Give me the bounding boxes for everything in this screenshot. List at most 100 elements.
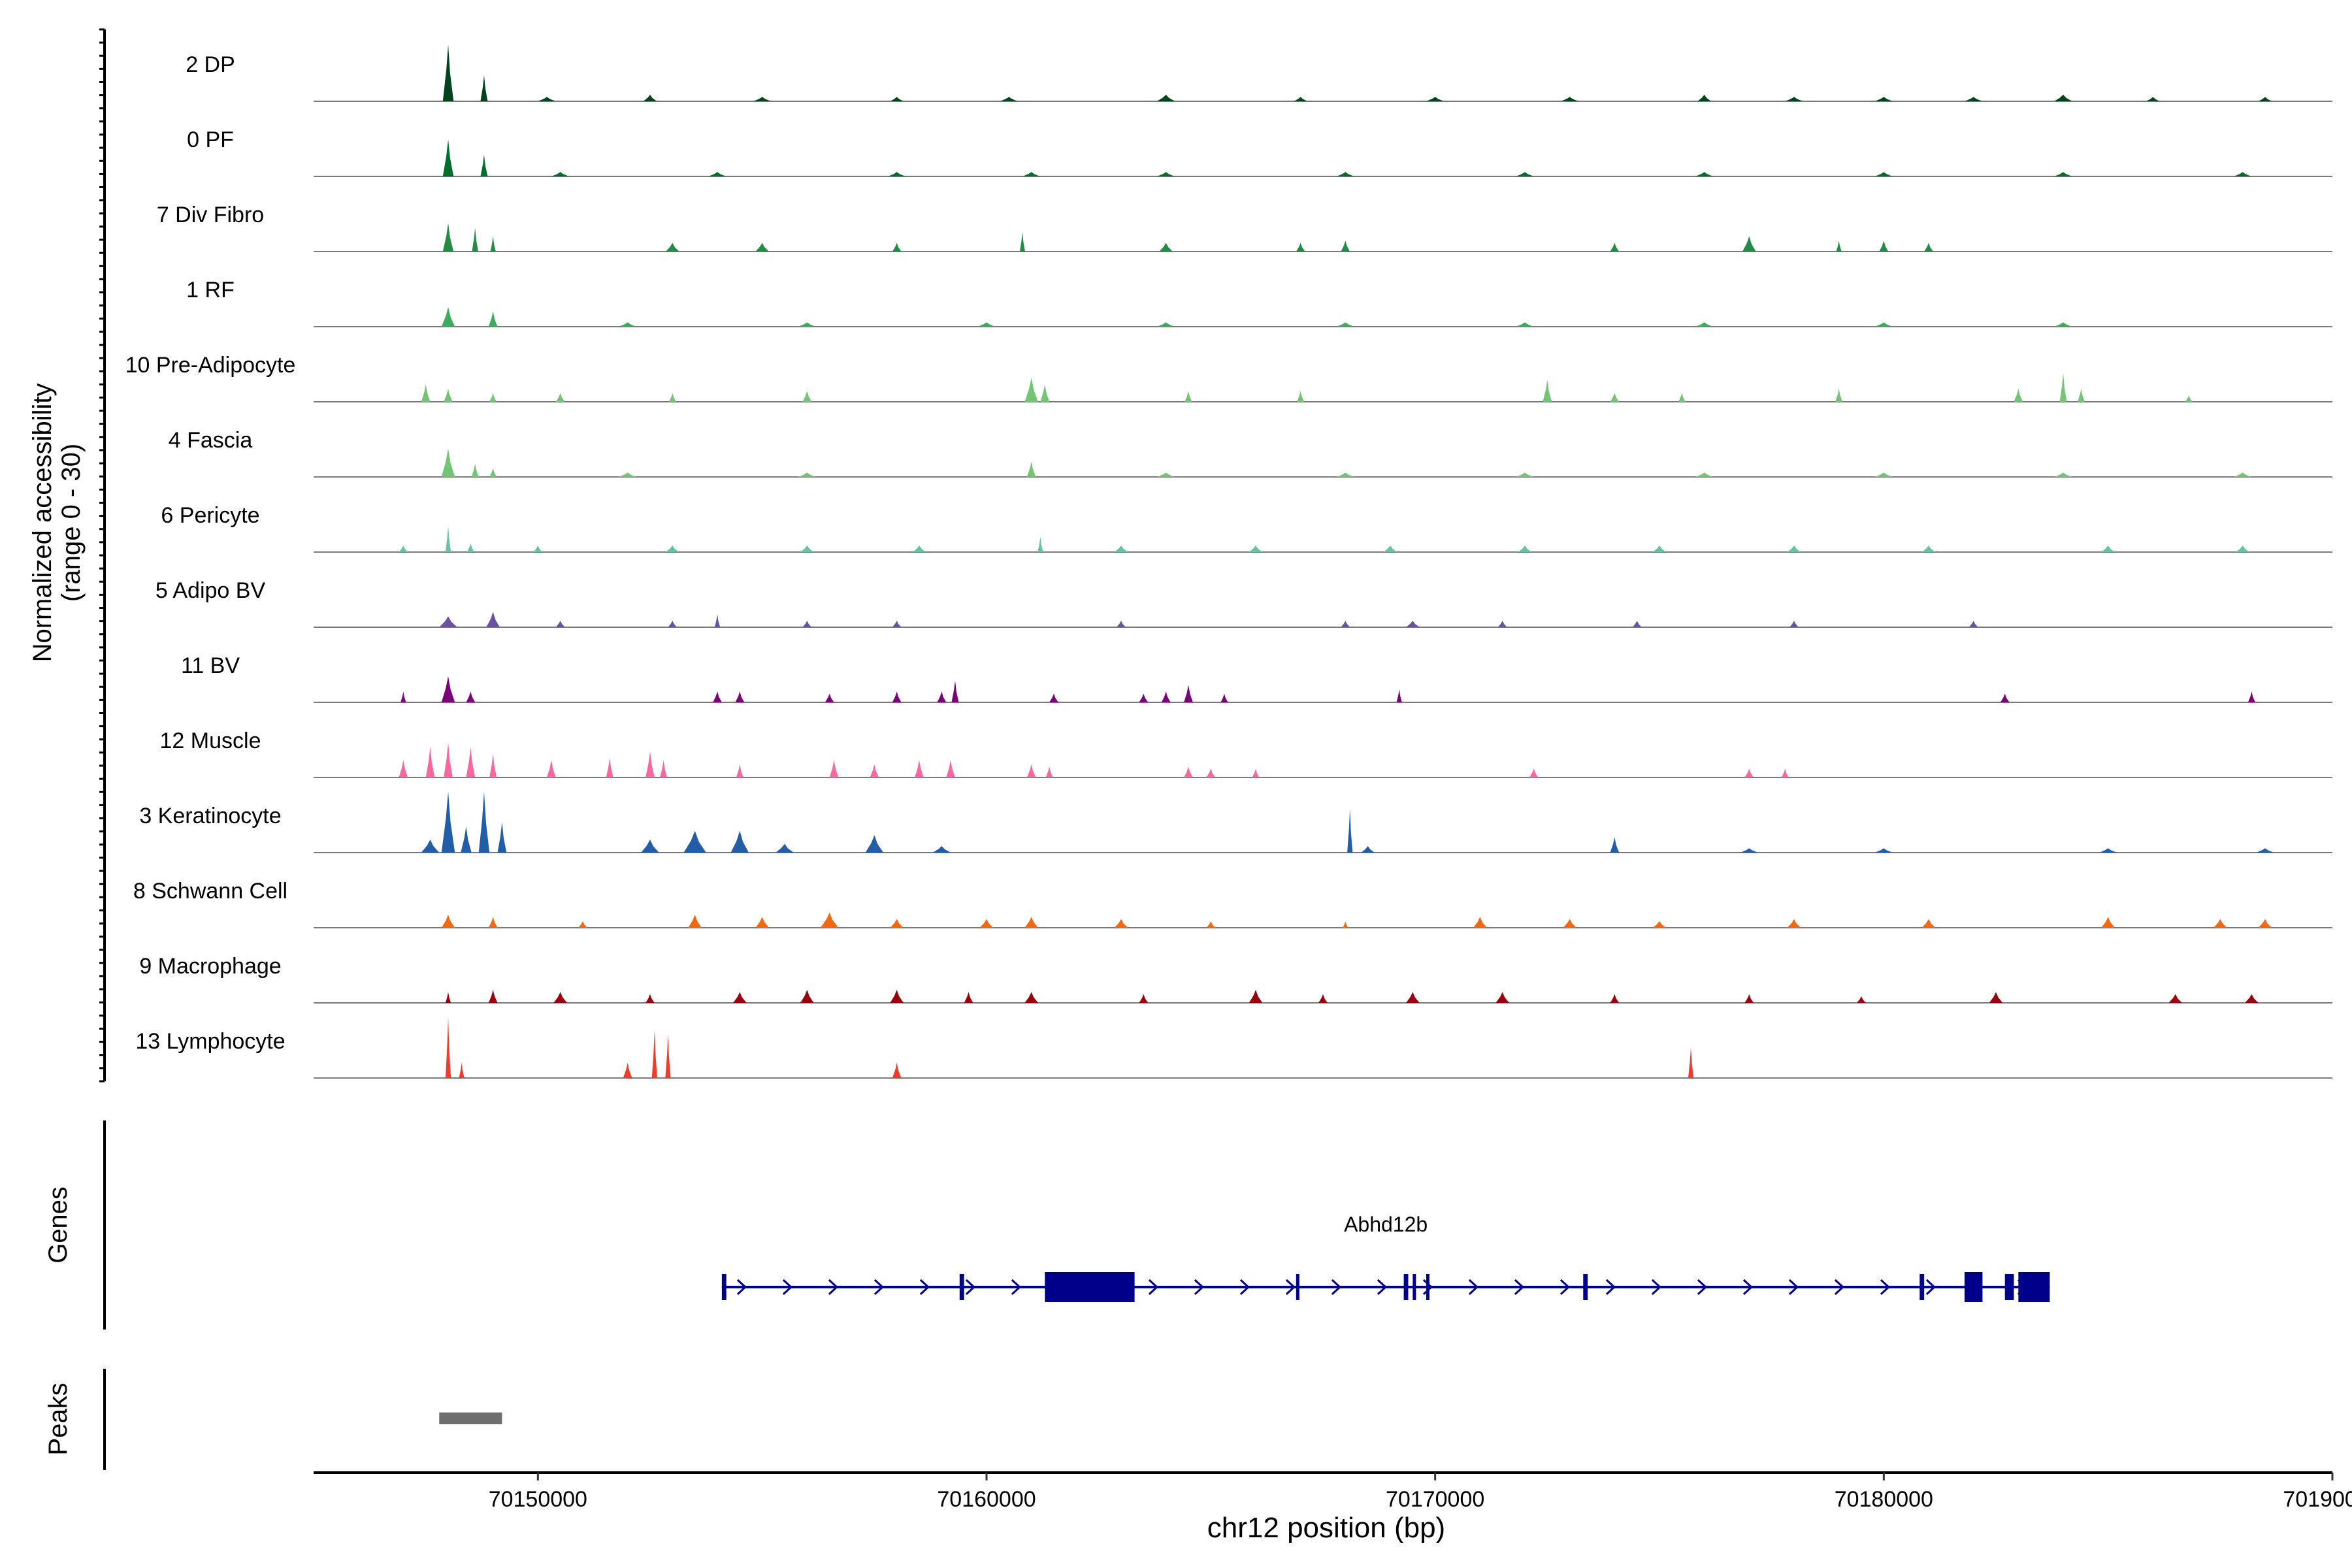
coverage-peak (1964, 97, 1983, 101)
coverage-peak (1318, 994, 1328, 1003)
coverage-peak (1341, 621, 1350, 627)
coverage-peak (1497, 621, 1507, 627)
coverage-peak (459, 1062, 465, 1078)
coverage-peak (1026, 764, 1036, 777)
gene-exon (1403, 1274, 1409, 1300)
gene-model (721, 1272, 2050, 1302)
coverage-peak (399, 760, 408, 777)
coverage-peak (1341, 240, 1350, 252)
coverage-peak (441, 307, 455, 327)
coverage-peak (1785, 97, 1803, 101)
track-label: 9 Macrophage (139, 954, 281, 979)
coverage-peak (1516, 472, 1534, 477)
coverage-peak (937, 691, 947, 702)
coverage-peak (421, 384, 431, 402)
track-12-muscle: 12 Muscle (160, 728, 2332, 778)
coverage-peak (1874, 848, 1893, 853)
coverage-peak (1139, 994, 1149, 1003)
coverage-peak (2146, 97, 2160, 101)
coverage-peak (533, 546, 543, 552)
coverage-peak (2054, 172, 2072, 176)
coverage-peak (399, 546, 408, 552)
coverage-peak (2077, 389, 2085, 402)
track-label: 2 DP (186, 52, 235, 77)
track-7-div-fibro: 7 Div Fibro (157, 203, 2332, 252)
gene-exon (1583, 1274, 1588, 1300)
coverage-peak (425, 747, 435, 777)
coverage-peak (1678, 393, 1686, 402)
coverage-peak (1610, 393, 1620, 402)
coverage-peak (555, 621, 565, 627)
coverage-peak (1697, 95, 1711, 101)
coverage-peak (1045, 766, 1053, 777)
coverage-peak (2258, 919, 2272, 928)
coverage-peak (555, 393, 565, 402)
coverage-peak (1744, 768, 1754, 777)
coverage-peak (892, 242, 902, 252)
coverage-peak (2054, 95, 2072, 101)
coverage-peak (915, 760, 924, 777)
coverage-peak (488, 917, 498, 928)
strand-arrow (1285, 1279, 1296, 1296)
coverage-peak (445, 526, 451, 552)
coverage-peak (1688, 1047, 1694, 1078)
coverage-peak (489, 753, 497, 777)
coverage-tracks: 2 DP 0 PF 7 Div Fibro 1 RF 10 Pre-Adipocyte 4… (125, 44, 2332, 1079)
track-0-pf: 0 PF (187, 127, 2332, 177)
coverage-peak (444, 742, 453, 777)
strand-arrow (1422, 1279, 1433, 1296)
gene-exon (1045, 1272, 1135, 1302)
coverage-peak (1781, 768, 1789, 777)
coverage-peak (486, 612, 500, 627)
coverage-peak (645, 751, 655, 777)
coverage-peak (800, 990, 814, 1003)
coverage-peak (1037, 536, 1043, 552)
coverage-peak (488, 311, 498, 327)
coverage-peak (2185, 395, 2193, 402)
coverage-peak (1473, 917, 1487, 928)
coverage-peak (641, 840, 659, 853)
strand-arrow (1742, 1279, 1754, 1296)
y-axis: Normalized accessibility (range 0 - 30) (28, 28, 106, 1083)
coverage-peak (1297, 391, 1305, 402)
track-label: 13 Lymphocyte (135, 1029, 285, 1054)
coverage-peak (441, 448, 455, 477)
coverage-peak (688, 915, 702, 928)
coverage-peak (1426, 97, 1445, 101)
coverage-peak (442, 223, 454, 252)
coverage-peak (1836, 240, 1842, 252)
coverage-peak (1563, 919, 1576, 928)
strand-arrow (828, 1279, 839, 1296)
coverage-peak (1495, 992, 1509, 1003)
coverage-peak (480, 154, 488, 176)
genes-panel: Genes Abhd12b (44, 1120, 2050, 1330)
coverage-peak (2054, 322, 2072, 327)
coverage-peak (1040, 384, 1050, 402)
coverage-peak (1921, 546, 1936, 552)
coverage-peak (1024, 378, 1038, 402)
coverage-peak (1347, 809, 1353, 853)
coverage-peak (466, 747, 476, 777)
y-axis-label-line1: Normalized accessibility (28, 384, 57, 662)
coverage-peak (1695, 472, 1714, 477)
x-tick-label: 70170000 (1386, 1487, 1484, 1512)
coverage-peak (489, 393, 497, 402)
coverage-peak (444, 389, 453, 402)
x-axis-ticks: 70150000 70160000 70170000 70180000 70190000 (489, 1473, 2352, 1512)
coverage-peak (2245, 994, 2259, 1003)
strand-arrow (1925, 1279, 1936, 1296)
coverage-peak (400, 691, 406, 702)
coverage-peak (466, 543, 474, 552)
track-11-bv: 11 BV (181, 653, 2332, 703)
coverage-peak (802, 621, 812, 627)
coverage-peak (714, 614, 721, 627)
coverage-peak (1220, 693, 1228, 702)
coverage-peak (1924, 242, 1933, 252)
track-label: 8 Schwann Cell (133, 879, 287, 904)
coverage-peak (1787, 546, 1801, 552)
coverage-peak (1740, 848, 1759, 853)
gene-exon (2018, 1272, 2050, 1302)
coverage-peak (623, 1062, 632, 1078)
coverage-peak (912, 546, 926, 552)
coverage-peak (471, 464, 479, 477)
